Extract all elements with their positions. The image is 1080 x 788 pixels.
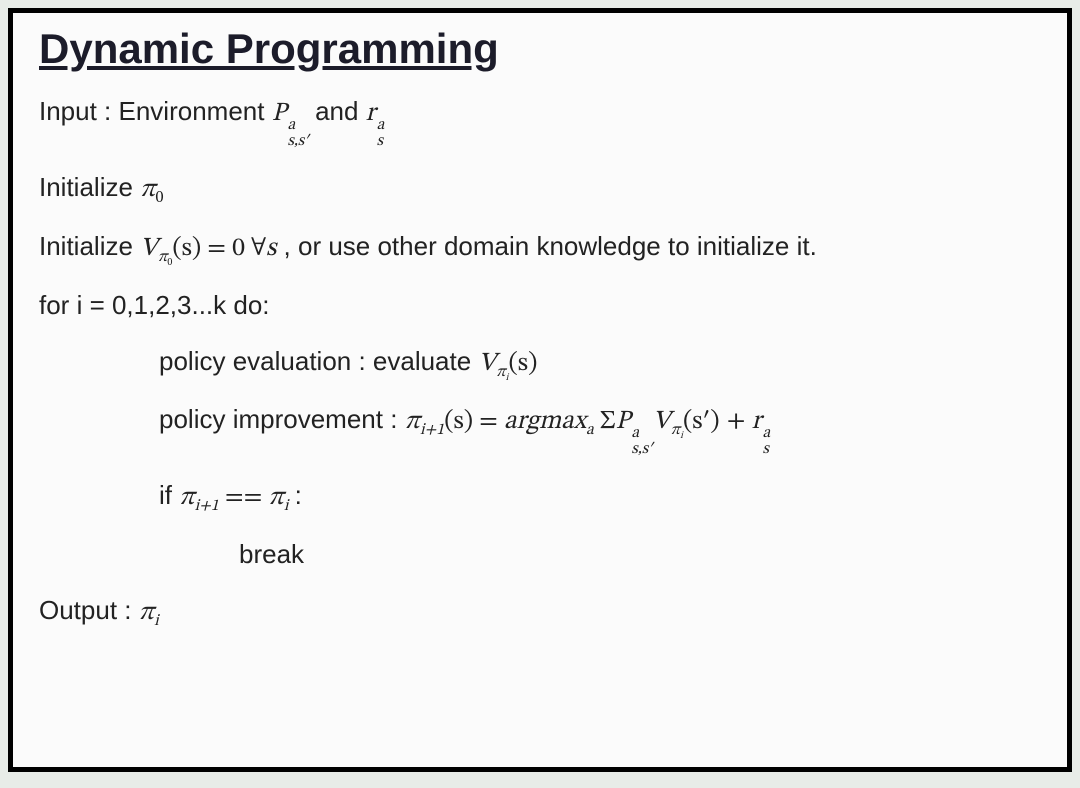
line-if: if πi+1 == πi : (159, 479, 1047, 516)
r-sup: a (762, 425, 770, 441)
r-base: r (752, 409, 762, 435)
P-sup: a (287, 117, 308, 133)
V-sub: πi (671, 422, 683, 438)
math-pi-next: πi+1(s) (405, 409, 480, 435)
P-sup: a (631, 425, 652, 441)
line-for: for i = 0,1,2,3...k do: (39, 289, 1047, 323)
pi: π (179, 485, 194, 511)
line-output: Output : πi (39, 594, 1047, 631)
sigma: Σ (600, 409, 616, 435)
math-Vpii: Vπi(s) (478, 351, 537, 377)
pi-sub: i+1 (420, 422, 444, 438)
r-sub: s (762, 441, 770, 457)
V-sub: π0 (158, 249, 172, 265)
V: V (140, 236, 158, 262)
algorithm-box: Dynamic Programming Input : Environment … (8, 8, 1072, 772)
P-supsub: as,s′ (287, 117, 308, 149)
math-pi-i: πi (268, 485, 294, 511)
math-P: Pas,s′ (272, 101, 315, 127)
V-arg: (s′) (683, 409, 720, 435)
text: if (159, 480, 179, 510)
eq: = (479, 409, 504, 435)
math-pi-next: πi+1 (179, 485, 225, 511)
V-arg: (s) (172, 236, 201, 262)
text: , or use other domain knowledge to initi… (284, 231, 817, 261)
r-sub: s (377, 133, 385, 149)
text: Input : Environment (39, 96, 272, 126)
line-init-pi: Initialize π0 (39, 171, 1047, 208)
text: Initialize (39, 172, 140, 202)
line-init-v: Initialize Vπ0(s) = 0 ∀s , or use other … (39, 230, 1047, 267)
colon: : (295, 480, 302, 510)
text: and (315, 96, 366, 126)
r-base: r (366, 101, 376, 127)
math-r: ras (752, 409, 771, 435)
arg: (s) (444, 409, 473, 435)
P-base: P (272, 101, 287, 127)
math-Vpii2: Vπi(s′) (653, 409, 720, 435)
pi: π (158, 249, 168, 265)
pi: π (405, 409, 420, 435)
pi: π (268, 485, 283, 511)
math-P: Pas,s′ (616, 409, 653, 435)
s: s (266, 236, 276, 262)
math-r: ras (366, 101, 385, 127)
P-base: P (616, 409, 631, 435)
text: Initialize (39, 231, 140, 261)
V-sub: πi (496, 364, 508, 380)
pi-sub: 0 (156, 190, 164, 206)
line-policy-improve: policy improvement : πi+1(s) = argmaxa Σ… (159, 403, 1047, 457)
text: policy improvement : (159, 404, 405, 434)
P-supsub: as,s′ (631, 425, 652, 457)
math-Vpi0: Vπ0(s) (140, 236, 207, 262)
P-sub: s,s′ (287, 133, 308, 149)
pi-sub: i (154, 613, 159, 629)
math-pi-i: πi (139, 600, 159, 626)
pi-sub: i+1 (195, 499, 219, 515)
eqeq: == (225, 485, 269, 511)
line-input: Input : Environment Pas,s′ and ras (39, 95, 1047, 149)
pi: π (140, 177, 155, 203)
text: Output : (39, 595, 139, 625)
plus: + (727, 409, 752, 435)
r-sup: a (377, 117, 385, 133)
P-sub: s,s′ (631, 441, 652, 457)
argmax-sub: a (586, 422, 594, 438)
V: V (478, 351, 496, 377)
r-supsub: as (377, 117, 385, 149)
pi: π (496, 364, 506, 380)
line-policy-eval: policy evaluation : evaluate Vπi(s) (159, 345, 1047, 382)
text: policy evaluation : evaluate (159, 346, 478, 376)
line-break: break (239, 538, 1047, 572)
math-pi0: π0 (140, 177, 163, 203)
V: V (653, 409, 671, 435)
V-arg: (s) (509, 351, 538, 377)
r-supsub: as (762, 425, 770, 457)
pi: π (671, 422, 681, 438)
forall: ∀ (251, 236, 266, 262)
argmax: argmaxa (504, 409, 600, 435)
title: Dynamic Programming (39, 25, 1047, 73)
argmax-text: argmax (504, 409, 586, 435)
eq: = 0 (207, 236, 251, 262)
pi: π (139, 600, 154, 626)
pi-sub: i (284, 499, 289, 515)
